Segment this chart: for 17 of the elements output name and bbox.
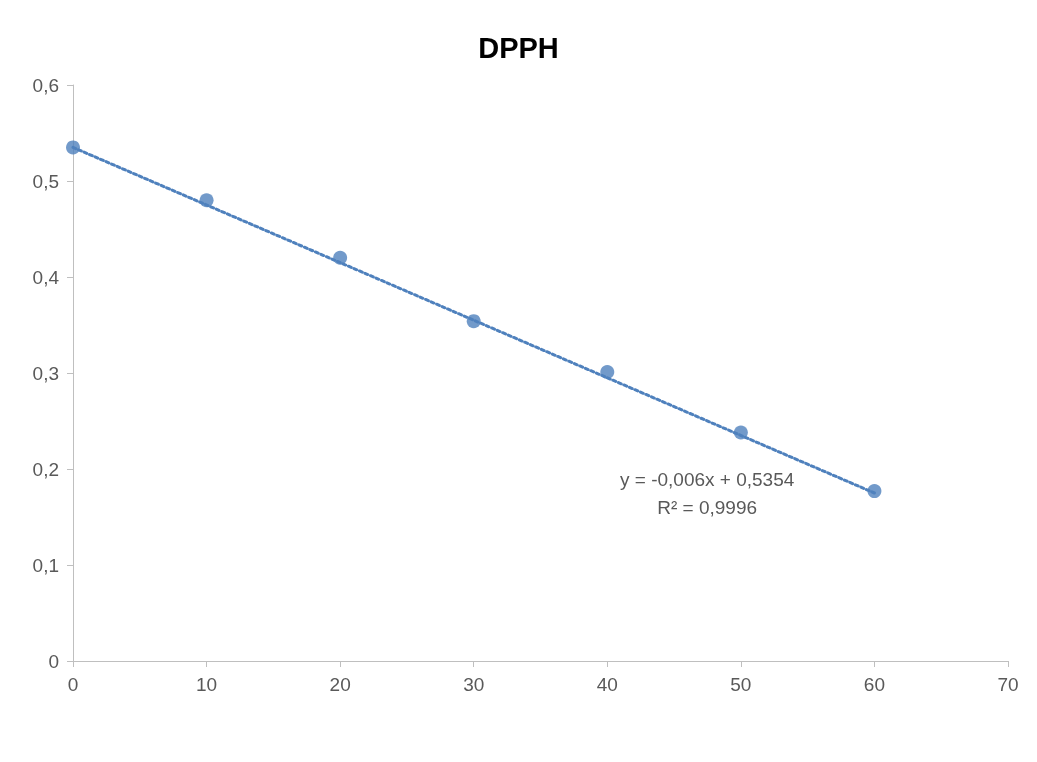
y-tick-label: 0,2 xyxy=(32,458,59,480)
x-tick-label: 70 xyxy=(997,674,1019,695)
y-tick-label: 0,4 xyxy=(32,266,60,288)
y-tick-label: 0,5 xyxy=(32,170,59,192)
x-tick-label: 40 xyxy=(596,674,618,695)
x-tick-label: 50 xyxy=(730,674,752,695)
x-tick-label: 10 xyxy=(196,674,218,695)
x-tick-label: 60 xyxy=(863,674,885,695)
y-tick-label: 0,3 xyxy=(32,362,59,384)
x-tick-label: 30 xyxy=(463,674,485,695)
y-tick-label: 0,6 xyxy=(32,74,59,96)
y-tick-label: 0 xyxy=(48,650,59,672)
x-tick-label: 20 xyxy=(329,674,351,695)
annotation: y = -0,006x + 0,5354 R² = 0,9996 xyxy=(620,468,795,518)
x-tick-label: 0 xyxy=(67,674,79,695)
y-tick-label: 0,1 xyxy=(32,554,59,576)
chart-title: DPPH xyxy=(478,31,559,64)
